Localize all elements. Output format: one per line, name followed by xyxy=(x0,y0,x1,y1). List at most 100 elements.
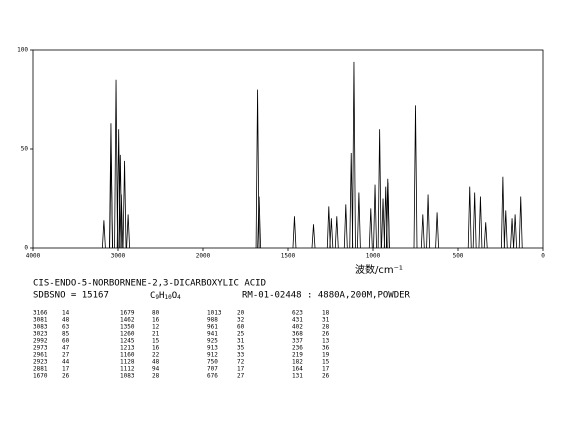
peak xyxy=(343,204,348,249)
peak-intensity: 22 xyxy=(152,352,160,359)
peak xyxy=(326,206,331,249)
peak-intensity: 80 xyxy=(152,310,160,317)
peak-wavenumber: 1213 xyxy=(120,345,135,352)
peak-wavenumber: 3166 xyxy=(33,310,48,317)
peak-intensity: 35 xyxy=(237,345,245,352)
peak-intensity: 15 xyxy=(322,359,330,366)
peak-wavenumber: 1112 xyxy=(120,366,135,373)
peak-wavenumber: 2973 xyxy=(33,345,48,352)
peak-intensity: 44 xyxy=(62,359,70,366)
peak-wavenumber: 2881 xyxy=(33,366,48,373)
peak xyxy=(377,129,382,249)
x-tick-label: 2000 xyxy=(196,253,211,260)
peak xyxy=(386,182,390,249)
peak-wavenumber: 750 xyxy=(207,359,218,366)
peak-wavenumber: 1350 xyxy=(120,324,135,331)
peak-wavenumber: 219 xyxy=(292,352,303,359)
peak-intensity: 17 xyxy=(322,366,330,373)
sdbs-number: SDBSNO = 15167 xyxy=(33,291,109,301)
peak xyxy=(109,123,113,249)
peak-intensity: 94 xyxy=(152,366,160,373)
peak xyxy=(352,61,356,249)
peak-wavenumber: 676 xyxy=(207,373,218,380)
peak-intensity: 12 xyxy=(152,324,160,331)
peak-intensity: 48 xyxy=(62,317,70,324)
peak-wavenumber: 2923 xyxy=(33,359,48,366)
peak xyxy=(101,220,106,249)
peak-wavenumber: 1245 xyxy=(120,338,135,345)
peak xyxy=(435,212,439,249)
peak-intensity: 17 xyxy=(237,366,245,373)
peak-wavenumber: 623 xyxy=(292,310,303,317)
peak-wavenumber: 1679 xyxy=(120,310,135,317)
peak-intensity: 60 xyxy=(237,324,245,331)
peak-intensity: 19 xyxy=(322,352,330,359)
peak xyxy=(381,198,385,249)
peak-intensity: 85 xyxy=(62,331,70,338)
peak-wavenumber: 3023 xyxy=(33,331,48,338)
peak xyxy=(311,224,316,249)
peak-intensity: 28 xyxy=(152,373,160,380)
peak-intensity: 31 xyxy=(237,338,245,345)
peak xyxy=(503,210,508,249)
peak xyxy=(467,186,472,249)
peak-wavenumber: 402 xyxy=(292,324,303,331)
peak-wavenumber: 1670 xyxy=(33,373,48,380)
peak xyxy=(420,214,425,249)
peak-intensity: 63 xyxy=(62,324,70,331)
peak-intensity: 33 xyxy=(237,352,245,359)
peak xyxy=(292,216,297,249)
peak-intensity: 25 xyxy=(237,331,245,338)
peak-wavenumber: 1128 xyxy=(120,359,135,366)
peak xyxy=(426,194,430,249)
x-tick-label: 3000 xyxy=(111,253,126,260)
peak xyxy=(368,208,373,249)
peak-wavenumber: 1260 xyxy=(120,331,135,338)
peak-wavenumber: 131 xyxy=(292,373,303,380)
compound-name: CIS-ENDO-5-NORBORNENE-2,3-DICARBOXYLIC A… xyxy=(33,279,266,289)
peak-intensity: 16 xyxy=(152,317,160,324)
x-tick-label: 1000 xyxy=(366,253,381,260)
peak xyxy=(126,214,131,249)
peak-wavenumber: 988 xyxy=(207,317,218,324)
peak xyxy=(349,152,354,249)
peak-intensity: 26 xyxy=(322,373,330,380)
peak xyxy=(373,184,377,249)
peak-wavenumber: 164 xyxy=(292,366,303,373)
peak-wavenumber: 368 xyxy=(292,331,303,338)
peak-wavenumber: 2961 xyxy=(33,352,48,359)
peak-intensity: 21 xyxy=(152,331,160,338)
peak-intensity: 27 xyxy=(62,352,70,359)
peak xyxy=(518,196,523,249)
peak xyxy=(329,218,334,249)
x-axis-label: 波数/cm⁻¹ xyxy=(355,263,403,276)
peak xyxy=(478,196,483,249)
x-tick-label: 4000 xyxy=(26,253,41,260)
peak-wavenumber: 2992 xyxy=(33,338,48,345)
peak xyxy=(413,105,418,249)
peak xyxy=(356,192,361,249)
peak xyxy=(483,222,488,249)
peak xyxy=(257,196,261,249)
peak-wavenumber: 1013 xyxy=(207,310,222,317)
peak-wavenumber: 1462 xyxy=(120,317,135,324)
peak xyxy=(122,160,127,249)
peak-intensity: 14 xyxy=(62,310,70,317)
peak-intensity: 15 xyxy=(152,338,160,345)
peak-wavenumber: 3083 xyxy=(33,324,48,331)
peak-intensity: 18 xyxy=(322,310,330,317)
peak-intensity: 48 xyxy=(152,359,160,366)
peak-wavenumber: 941 xyxy=(207,331,218,338)
y-tick-label: 100 xyxy=(17,47,28,54)
peak xyxy=(472,192,477,249)
peak-wavenumber: 431 xyxy=(292,317,303,324)
peak-intensity: 16 xyxy=(152,345,160,352)
peak-wavenumber: 337 xyxy=(292,338,303,345)
peak-wavenumber: 961 xyxy=(207,324,218,331)
peak-intensity: 27 xyxy=(237,373,245,380)
peak-intensity: 26 xyxy=(322,331,330,338)
peak-wavenumber: 1083 xyxy=(120,373,135,380)
peak xyxy=(255,89,260,249)
peak xyxy=(114,79,118,249)
